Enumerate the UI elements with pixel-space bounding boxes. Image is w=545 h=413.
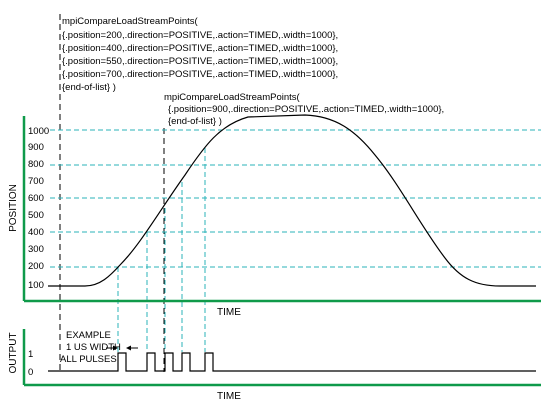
width-arrowhead-left <box>113 345 118 351</box>
call2-line: {.position=900,.direction=POSITIVE,.acti… <box>168 104 444 115</box>
call1-line: {end-of-list} ) <box>62 82 116 93</box>
tick-label-500: 500 <box>28 210 44 221</box>
tick-label-800: 800 <box>28 159 44 170</box>
call2-line: mpiCompareLoadStreamPoints( <box>164 92 301 103</box>
call1-line: {.position=550,.direction=POSITIVE,.acti… <box>62 56 338 67</box>
compare-call-block-1: mpiCompareLoadStreamPoints( {.position=2… <box>62 16 338 93</box>
call2-line: {end-of-list} ) <box>168 116 222 127</box>
output-tick-0: 0 <box>28 367 33 378</box>
annotation-line: EXAMPLE <box>66 330 111 341</box>
output-axis-label: OUTPUT <box>8 332 19 373</box>
position-time-label: TIME <box>217 307 241 318</box>
position-ticks: 1000 900 800 700 600 500 400 300 200 100 <box>28 126 49 291</box>
output-tick-1: 1 <box>28 349 33 360</box>
tick-label-700: 700 <box>28 176 44 187</box>
call1-line: mpiCompareLoadStreamPoints( <box>62 16 199 27</box>
annotation-line: ALL PULSES <box>60 354 117 365</box>
pulse-width-indicator <box>106 345 138 351</box>
tick-label-900: 900 <box>28 142 44 153</box>
tick-label-600: 600 <box>28 193 44 204</box>
output-pulse-train <box>48 352 536 372</box>
output-plot: OUTPUT 1 0 EXAMPLE 1 US WIDTH ALL PULSES… <box>8 329 541 402</box>
pulse-width-annotation: EXAMPLE 1 US WIDTH ALL PULSES <box>60 330 121 365</box>
tick-label-300: 300 <box>28 244 44 255</box>
width-arrowhead-right <box>126 345 131 351</box>
compare-call-block-2: mpiCompareLoadStreamPoints( {.position=9… <box>164 92 444 127</box>
position-axis-label: POSITION <box>8 184 19 232</box>
position-plot: POSITION 1000 900 800 700 600 500 400 30… <box>8 114 541 352</box>
call1-line: {.position=200,.direction=POSITIVE,.acti… <box>62 30 338 41</box>
position-guides <box>50 129 541 268</box>
tick-label-200: 200 <box>28 261 44 272</box>
tick-label-1000: 1000 <box>28 126 49 137</box>
annotation-line: 1 US WIDTH <box>66 342 121 353</box>
crossing-guides <box>117 148 206 352</box>
tick-label-100: 100 <box>28 280 44 291</box>
call1-line: {.position=700,.direction=POSITIVE,.acti… <box>62 69 338 80</box>
output-time-label: TIME <box>217 391 241 402</box>
tick-label-400: 400 <box>28 227 44 238</box>
call1-line: {.position=400,.direction=POSITIVE,.acti… <box>62 43 338 54</box>
position-profile-curve <box>48 114 536 287</box>
